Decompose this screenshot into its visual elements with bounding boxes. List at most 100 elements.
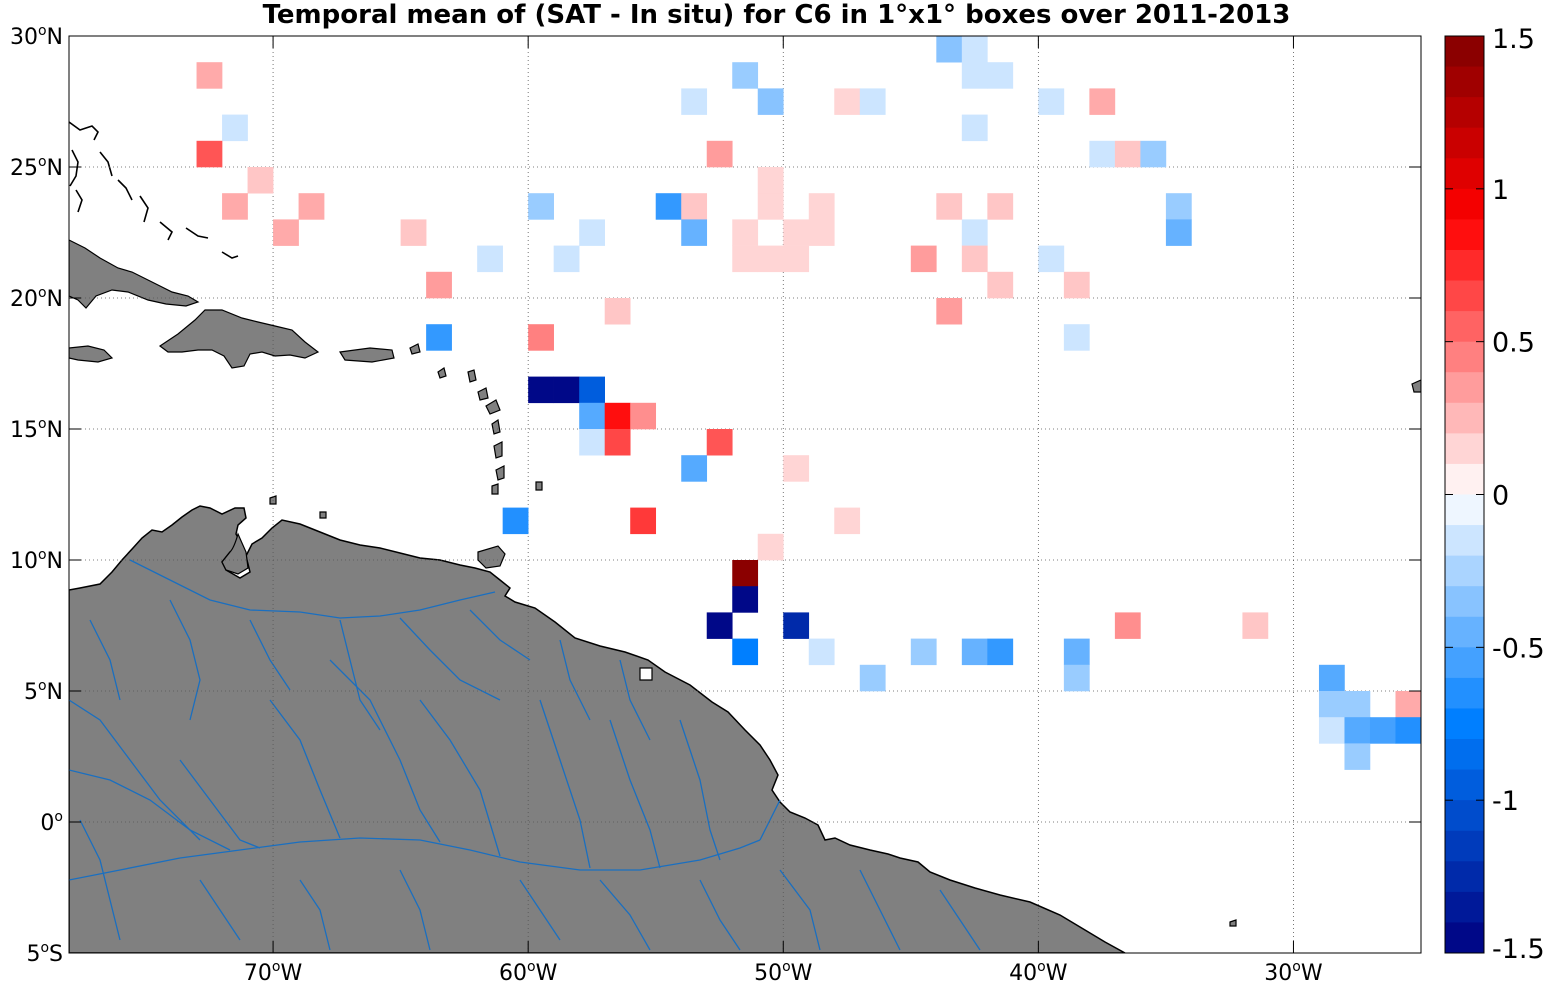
colorbar-segment [1445, 341, 1484, 373]
colorbar-segment [1445, 463, 1484, 495]
data-cell [222, 114, 248, 142]
data-cell [1395, 691, 1422, 718]
data-cell [859, 88, 886, 115]
data-cell [1140, 140, 1167, 168]
data-cell [604, 298, 631, 325]
y-tick-label: 10oN [10, 547, 63, 574]
colorbar-segment [1445, 402, 1484, 434]
colorbar-segment [1445, 891, 1484, 923]
colorbar-segment [1445, 188, 1484, 220]
colorbar-segment [1445, 677, 1484, 709]
y-tick-label: 20oN [10, 285, 63, 312]
trinidad-island [477, 545, 506, 569]
colorbar-segment [1445, 372, 1484, 404]
colorbar-segment [1445, 66, 1484, 98]
data-cell [859, 664, 886, 692]
data-cell [961, 114, 988, 142]
colorbar-tick-label: -0.5 [1492, 633, 1545, 664]
y-tick-label: 25oN [10, 154, 63, 181]
data-cell [1089, 88, 1116, 115]
data-cell [630, 507, 657, 535]
data-cell [1344, 691, 1371, 718]
data-cell [1242, 612, 1269, 639]
data-cell [961, 245, 988, 273]
x-tick-label: 60oW [499, 959, 558, 984]
data-cell [1318, 717, 1345, 744]
data-cell [757, 167, 784, 194]
data-cell [783, 612, 810, 639]
data-cell [808, 638, 835, 666]
data-cell [196, 140, 223, 168]
x-tick-label: 70oW [244, 959, 303, 984]
data-cell [987, 62, 1014, 89]
colorbar-segment [1445, 708, 1484, 740]
colorbar-tick-label: 0 [1492, 481, 1509, 512]
data-cell [808, 193, 835, 220]
data-cell [706, 429, 733, 456]
bahamas-islands [69, 121, 239, 259]
data-cell [757, 245, 784, 273]
colorbar-tick-label: 0.5 [1492, 328, 1535, 359]
data-cell [1344, 743, 1371, 770]
jamaica-island [69, 345, 114, 363]
data-cells [196, 36, 1422, 770]
data-cell [987, 271, 1014, 299]
colorbar-segment [1445, 127, 1484, 159]
colorbar-segment [1445, 494, 1484, 526]
data-cell [502, 507, 529, 535]
y-tick-label: 0o [40, 809, 63, 836]
x-tick-label: 40oW [1009, 959, 1068, 984]
colorbar-segment [1445, 616, 1484, 648]
colorbar-tick-label: 1 [1492, 175, 1509, 206]
data-cell [681, 455, 708, 482]
data-cell [1395, 717, 1422, 744]
colorbar-segment [1445, 922, 1484, 954]
data-cell [579, 376, 605, 404]
colorbar-segment [1445, 830, 1484, 862]
colorbar-segment [1445, 280, 1484, 312]
data-cell [961, 638, 988, 666]
data-cell [298, 193, 325, 220]
data-cell [732, 638, 759, 666]
map-title: Temporal mean of (SAT - In situ) for C6 … [262, 0, 1291, 30]
data-cell [579, 429, 605, 456]
x-tick-label: 50oW [754, 959, 813, 984]
data-cell [426, 324, 452, 351]
colorbar-segment [1445, 800, 1484, 832]
data-cell [426, 271, 452, 299]
data-cell [987, 638, 1014, 666]
data-cell [783, 245, 810, 273]
data-cell [222, 193, 248, 220]
colorbar-segment [1445, 525, 1484, 557]
colorbar-segment [1445, 158, 1484, 190]
data-cell [273, 219, 299, 246]
data-cell [910, 245, 937, 273]
data-cell [604, 402, 631, 430]
y-tick-label: 30oN [10, 23, 63, 50]
y-tick-label: 5oN [24, 678, 63, 705]
data-cell [732, 586, 759, 613]
data-cell [1114, 140, 1141, 168]
data-cell [961, 219, 988, 246]
colorbar-tick-label: -1.5 [1492, 934, 1545, 965]
data-cell [553, 376, 580, 404]
colorbar-segment [1445, 739, 1484, 770]
data-cell [528, 193, 554, 220]
data-cell [910, 638, 937, 666]
data-cell [579, 402, 605, 430]
data-cell [196, 62, 223, 89]
puerto-rico-island [338, 347, 395, 363]
data-cell [681, 193, 708, 220]
colorbar-segment [1445, 249, 1484, 281]
axis-ticks [69, 35, 1421, 954]
data-cell [936, 36, 963, 63]
colorbar-segment [1445, 219, 1484, 251]
colorbar-segment [1445, 555, 1484, 587]
data-cell [1369, 717, 1396, 744]
data-cell [1063, 664, 1090, 692]
colorbar: 1.5 1 0.5 0 -0.5 -1 -1.5 [1444, 24, 1545, 965]
data-cell [732, 560, 759, 587]
data-cell [579, 219, 605, 246]
data-cell [706, 612, 733, 639]
data-cell [732, 62, 759, 89]
